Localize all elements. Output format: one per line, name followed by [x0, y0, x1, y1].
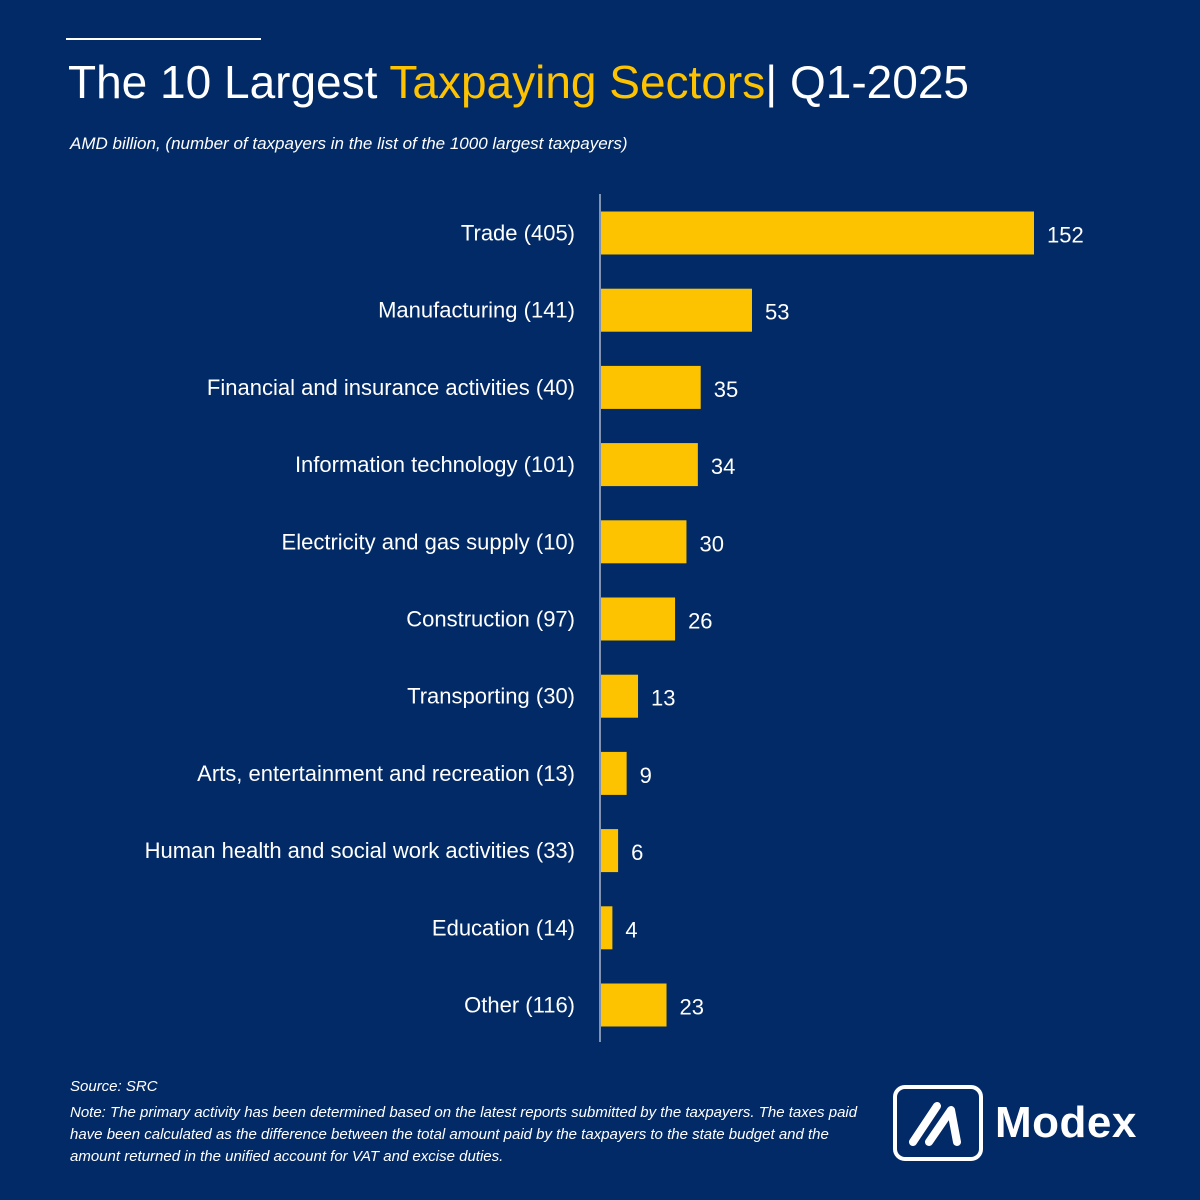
bar: [601, 829, 619, 873]
value-label: 26: [688, 609, 712, 634]
bar: [601, 211, 1034, 255]
value-label: 53: [765, 300, 789, 325]
value-label: 152: [1047, 223, 1084, 248]
value-label: 6: [631, 840, 643, 865]
category-label: Arts, entertainment and recreation (13): [197, 761, 575, 786]
category-label: Electricity and gas supply (10): [282, 529, 575, 554]
title-rule: [66, 38, 261, 40]
modex-logo-icon: [893, 1085, 983, 1161]
category-label: Trade (405): [461, 221, 575, 246]
category-label: Education (14): [432, 915, 575, 940]
chart-title: The 10 Largest Taxpaying Sectors| Q1-202…: [68, 52, 969, 112]
bar: [601, 906, 613, 950]
value-label: 23: [680, 995, 704, 1020]
bar: [601, 983, 667, 1027]
source-note: Source: SRC: [70, 1078, 158, 1095]
brand-logo: Modex: [893, 1085, 1137, 1161]
bar: [601, 597, 676, 641]
methodology-note: Note: The primary activity has been dete…: [70, 1104, 858, 1165]
bar: [601, 288, 752, 332]
bar: [601, 520, 687, 564]
value-label: 13: [651, 686, 675, 711]
category-label: Transporting (30): [407, 684, 575, 709]
value-label: 35: [714, 377, 738, 402]
bar: [601, 443, 698, 487]
bar: [601, 674, 639, 718]
title-part-1: The 10 Largest: [68, 56, 390, 108]
value-label: 9: [640, 763, 652, 788]
chart-subtitle: AMD billion, (number of taxpayers in the…: [70, 134, 628, 153]
category-label: Financial and insurance activities (40): [207, 375, 575, 400]
bar: [601, 365, 701, 409]
value-label: 34: [711, 454, 735, 479]
title-part-2: | Q1-2025: [765, 56, 969, 108]
category-label: Manufacturing (141): [378, 298, 575, 323]
value-label: 30: [699, 531, 723, 556]
brand-name: Modex: [995, 1098, 1137, 1147]
category-label: Human health and social work activities …: [145, 838, 575, 863]
category-label: Other (116): [464, 993, 575, 1018]
bar: [601, 751, 627, 795]
category-label: Information technology (101): [295, 452, 575, 477]
title-accent: Taxpaying Sectors: [389, 56, 766, 108]
value-label: 4: [625, 917, 637, 942]
category-label: Construction (97): [406, 607, 575, 632]
